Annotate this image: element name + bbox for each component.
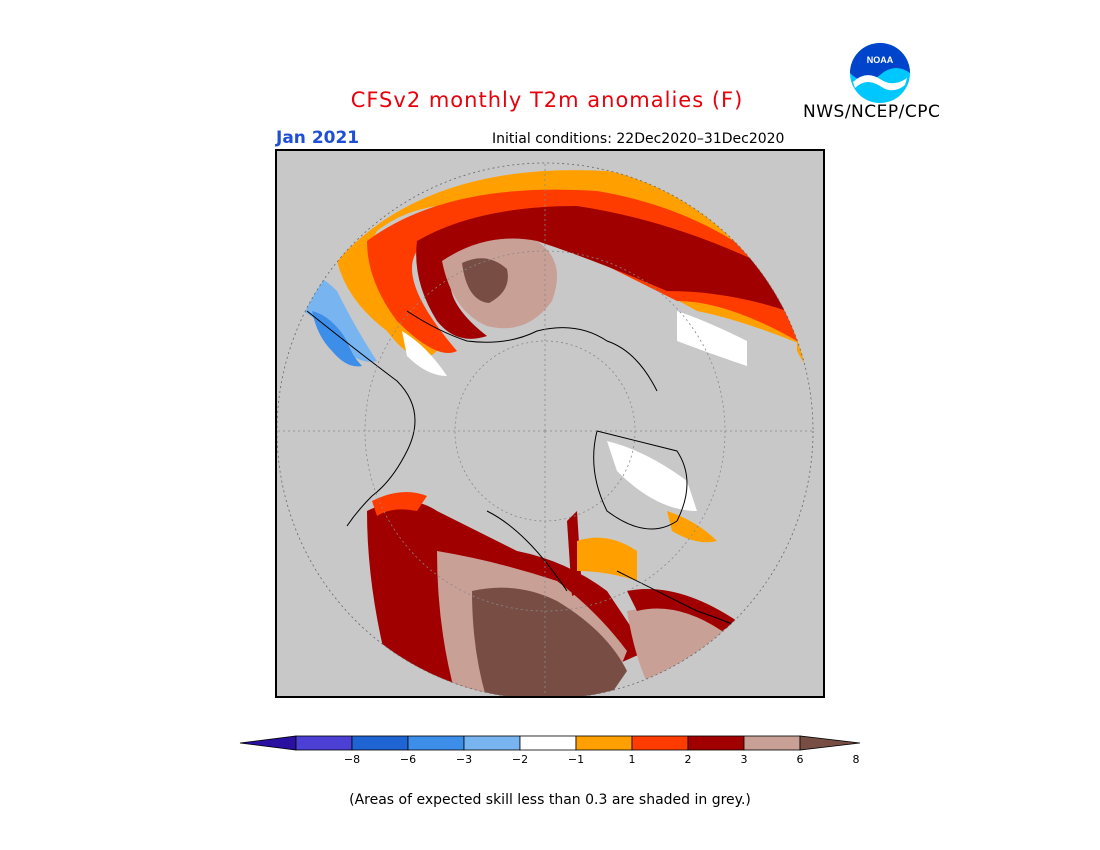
noaa-logo-icon: NOAA [850, 43, 910, 103]
organization-label: NWS/NCEP/CPC [803, 102, 941, 122]
noaa-logo-text: NOAA [867, 55, 894, 65]
legend-tick-label: −3 [456, 753, 472, 766]
legend-tick-label: −8 [344, 753, 360, 766]
legend-swatch [631, 735, 689, 751]
legend-tick-label: −6 [400, 753, 416, 766]
legend-tick-label: −2 [512, 753, 528, 766]
legend-swatch [743, 735, 801, 751]
initial-conditions: Initial conditions: 22Dec2020–31Dec2020 [492, 131, 785, 147]
legend-tick-label: 3 [741, 753, 748, 766]
legend-swatch [687, 735, 745, 751]
skill-note: (Areas of expected skill less than 0.3 a… [349, 792, 751, 808]
anomaly-shading-eurasia [282, 170, 813, 381]
legend-swatch [407, 735, 465, 751]
anomaly-map [275, 149, 825, 698]
legend-swatch [295, 735, 353, 751]
legend-tick-label: 2 [685, 753, 692, 766]
legend-swatch-arrow-high [799, 735, 861, 751]
forecast-month: Jan 2021 [276, 128, 360, 148]
map-boundary-circle [277, 162, 814, 696]
color-scale-legend: −8 −6 −3 −2 −1 1 2 3 6 8 [239, 735, 861, 766]
legend-swatch [519, 735, 577, 751]
legend-swatch [575, 735, 633, 751]
legend-swatch [351, 735, 409, 751]
legend-tick-label: 1 [629, 753, 636, 766]
legend-tick-label: 6 [797, 753, 804, 766]
legend-swatch [463, 735, 521, 751]
map-title: CFSv2 monthly T2m anomalies (F) [350, 88, 744, 112]
coastlines [306, 310, 748, 632]
legend-swatch-arrow-low [239, 735, 297, 751]
legend-tick-label: −1 [568, 753, 584, 766]
legend-tick-label: 8 [853, 753, 860, 766]
graticule [277, 163, 813, 696]
